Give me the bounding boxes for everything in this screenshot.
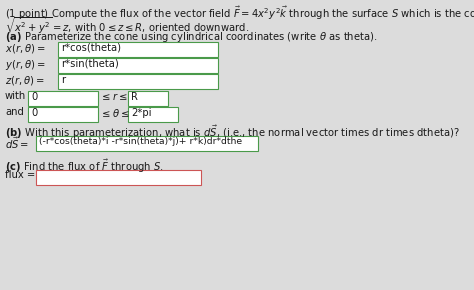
Text: r*cos(theta): r*cos(theta) bbox=[61, 43, 121, 53]
Text: $\mathbf{(b)}$ With this parameterization, what is $d\vec{S}$, (i.e., the normal: $\mathbf{(b)}$ With this parameterizatio… bbox=[5, 124, 460, 142]
Text: flux =: flux = bbox=[5, 170, 35, 180]
Bar bbox=[28, 107, 98, 122]
Bar bbox=[128, 107, 178, 122]
Bar bbox=[28, 91, 98, 106]
Bar bbox=[58, 42, 218, 57]
Text: $\mathbf{(c)}$ Find the flux of $\vec{F}$ through $S$.: $\mathbf{(c)}$ Find the flux of $\vec{F}… bbox=[5, 158, 164, 175]
Text: $z(r, \theta) =$: $z(r, \theta) =$ bbox=[5, 74, 45, 87]
Bar bbox=[36, 170, 201, 185]
Text: with: with bbox=[5, 91, 26, 101]
Text: (-r*cos(theta)*i -r*sin(theta)*j)+ r*k)dr*dthe: (-r*cos(theta)*i -r*sin(theta)*j)+ r*k)d… bbox=[39, 137, 242, 146]
Text: $\leq r \leq$: $\leq r \leq$ bbox=[100, 91, 128, 102]
Text: r: r bbox=[61, 75, 65, 85]
Text: (1 point) Compute the flux of the vector field $\vec{F} = 4x^2y^2\vec{k}$ throug: (1 point) Compute the flux of the vector… bbox=[5, 5, 474, 22]
Text: $y(r, \theta) =$: $y(r, \theta) =$ bbox=[5, 58, 46, 72]
Text: $x(r, \theta) =$: $x(r, \theta) =$ bbox=[5, 42, 46, 55]
Text: $\sqrt{x^2 + y^2} = z$, with $0 \leq z \leq R$, oriented downward.: $\sqrt{x^2 + y^2} = z$, with $0 \leq z \… bbox=[5, 16, 249, 36]
Text: R: R bbox=[131, 92, 138, 102]
Text: and: and bbox=[5, 107, 24, 117]
Text: 2*pi: 2*pi bbox=[131, 108, 152, 118]
Text: 0: 0 bbox=[31, 108, 37, 118]
Text: 0: 0 bbox=[31, 92, 37, 102]
Text: $d\vec{S} =$: $d\vec{S} =$ bbox=[5, 136, 29, 151]
Text: $\leq \theta \leq$: $\leq \theta \leq$ bbox=[100, 107, 130, 119]
Bar bbox=[128, 91, 168, 106]
Text: $\mathbf{(a)}$ Parameterize the cone using cylindrical coordinates (write $\thet: $\mathbf{(a)}$ Parameterize the cone usi… bbox=[5, 30, 377, 44]
Bar bbox=[58, 74, 218, 89]
Bar bbox=[58, 58, 218, 73]
Text: r*sin(theta): r*sin(theta) bbox=[61, 59, 119, 69]
Bar bbox=[36, 136, 258, 151]
